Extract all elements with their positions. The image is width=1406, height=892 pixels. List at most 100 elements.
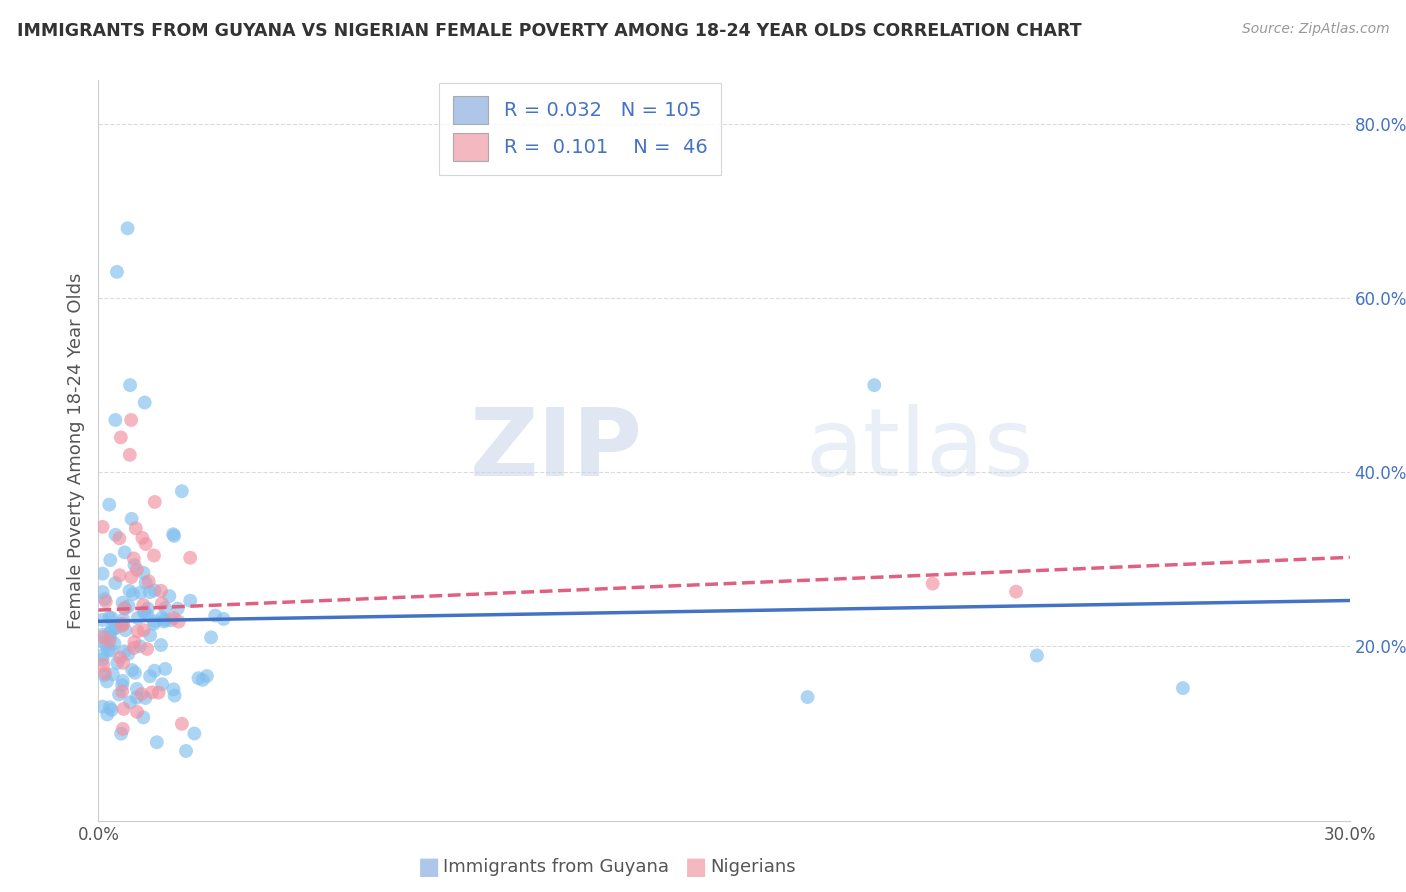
Point — [162, 527, 184, 541]
Point — [125, 705, 148, 719]
Point — [138, 574, 160, 589]
Point — [122, 640, 145, 655]
Point — [108, 688, 131, 702]
Point — [796, 690, 818, 704]
Point — [132, 566, 155, 580]
Point — [125, 681, 148, 696]
Point — [117, 221, 139, 235]
Point — [98, 634, 121, 648]
Point — [105, 265, 128, 279]
Point — [1005, 584, 1028, 599]
Point — [114, 601, 136, 615]
Point — [200, 631, 222, 645]
Point — [150, 677, 173, 691]
Point — [187, 671, 209, 685]
Point — [120, 378, 142, 392]
Point — [111, 684, 134, 698]
Point — [118, 695, 141, 709]
Point — [114, 644, 136, 658]
Point — [1171, 681, 1194, 695]
Point — [134, 605, 156, 619]
Point — [91, 628, 114, 642]
Point — [110, 617, 132, 632]
Point — [155, 662, 177, 676]
Point — [91, 630, 114, 644]
Point — [125, 563, 148, 577]
Point — [195, 669, 218, 683]
Point — [112, 613, 135, 627]
Point — [108, 650, 131, 665]
Point — [114, 545, 136, 559]
Point — [212, 612, 235, 626]
Text: ZIP: ZIP — [470, 404, 643, 497]
Point — [98, 553, 121, 567]
Point — [112, 656, 135, 670]
Point — [98, 700, 121, 714]
Point — [104, 576, 127, 591]
Point — [120, 570, 142, 584]
Point — [162, 682, 184, 697]
Point — [100, 623, 122, 637]
Point — [179, 550, 201, 565]
Point — [150, 638, 173, 652]
Point — [136, 642, 159, 657]
Point — [110, 726, 132, 740]
Point — [139, 628, 162, 642]
Point — [179, 593, 201, 607]
Text: ■: ■ — [418, 855, 440, 879]
Point — [131, 687, 153, 701]
Point — [132, 710, 155, 724]
Point — [98, 498, 121, 512]
Text: IMMIGRANTS FROM GUYANA VS NIGERIAN FEMALE POVERTY AMONG 18-24 YEAR OLDS CORRELAT: IMMIGRANTS FROM GUYANA VS NIGERIAN FEMAL… — [17, 22, 1081, 40]
Point — [131, 531, 153, 545]
Point — [93, 668, 115, 682]
Point — [111, 678, 134, 692]
Point — [129, 585, 152, 599]
Point — [921, 576, 943, 591]
Point — [110, 430, 132, 444]
Point — [104, 413, 127, 427]
Point — [98, 610, 121, 624]
Point — [114, 624, 136, 638]
Point — [111, 673, 134, 688]
Point — [150, 611, 173, 625]
Point — [91, 653, 114, 667]
Point — [1026, 648, 1049, 663]
Point — [160, 613, 183, 627]
Point — [153, 615, 176, 629]
Text: Source: ZipAtlas.com: Source: ZipAtlas.com — [1241, 22, 1389, 37]
Point — [153, 613, 176, 627]
Point — [143, 616, 166, 631]
Point — [136, 601, 159, 615]
Point — [94, 592, 117, 607]
Point — [96, 674, 118, 689]
Point — [100, 611, 122, 625]
Point — [153, 601, 176, 615]
Point — [143, 549, 166, 563]
Point — [104, 528, 127, 542]
Point — [108, 532, 131, 546]
Point — [139, 585, 162, 599]
Point — [174, 744, 197, 758]
Point — [143, 614, 166, 628]
Point — [121, 512, 143, 526]
Point — [125, 521, 148, 535]
Point — [122, 551, 145, 566]
Point — [91, 648, 114, 663]
Text: atlas: atlas — [806, 404, 1033, 497]
Point — [124, 665, 146, 680]
Point — [132, 605, 155, 619]
Point — [100, 643, 122, 657]
Point — [101, 667, 124, 681]
Point — [118, 448, 141, 462]
Point — [118, 583, 141, 598]
Point — [136, 608, 159, 623]
Point — [120, 413, 142, 427]
Point — [117, 647, 139, 661]
Point — [117, 599, 139, 613]
Point — [91, 613, 114, 627]
Point — [125, 690, 148, 705]
Text: Nigerians: Nigerians — [710, 858, 796, 876]
Point — [103, 636, 125, 650]
Text: Immigrants from Guyana: Immigrants from Guyana — [443, 858, 669, 876]
